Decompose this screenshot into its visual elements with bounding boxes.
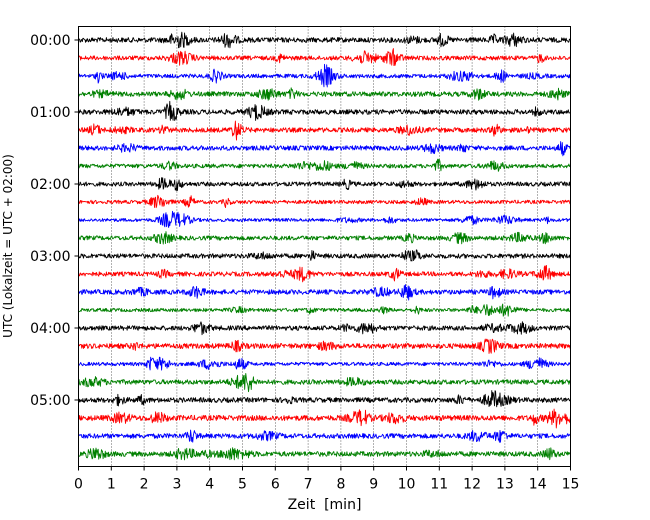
x-tick-label-0: 0 xyxy=(74,477,83,493)
y-tick-label-03:00: 03:00 xyxy=(30,249,70,265)
trace-00-15 xyxy=(78,48,571,67)
x-tick-label-6: 6 xyxy=(271,477,280,493)
plot-background xyxy=(78,26,571,467)
y-axis-title: UTC (Lokalzeit = UTC + 02:00) xyxy=(1,154,15,338)
x-tick-label-5: 5 xyxy=(238,477,247,493)
x-tick-label-11: 11 xyxy=(430,477,448,493)
y-tick-label-05:00: 05:00 xyxy=(30,393,70,409)
x-tick-label-3: 3 xyxy=(172,477,181,493)
x-axis: 0 1 2 3 4 5 6 7 8 9 10 11 12 13 14 15 xyxy=(74,466,580,493)
trace-03-00 xyxy=(78,249,571,262)
y-axis: 00:00 01:00 02:00 03:00 04:00 05:00 xyxy=(30,33,79,409)
trace-03-30 xyxy=(78,284,571,301)
x-axis-title: Zeit [min] xyxy=(288,497,362,513)
trace-01-30 xyxy=(78,141,571,157)
trace-03-45 xyxy=(78,303,571,317)
x-tick-label-1: 1 xyxy=(107,477,116,493)
trace-02-15 xyxy=(78,194,571,209)
y-tick-label-01:00: 01:00 xyxy=(30,105,70,121)
seismogram-traces xyxy=(78,31,571,461)
trace-05-30 xyxy=(78,429,571,443)
x-tick-label-15: 15 xyxy=(562,477,580,493)
trace-05-00 xyxy=(78,390,571,408)
x-tick-label-4: 4 xyxy=(205,477,214,493)
trace-02-30 xyxy=(78,210,571,228)
trace-00-45 xyxy=(78,87,571,101)
trace-02-45 xyxy=(78,231,571,245)
trace-01-15 xyxy=(78,120,571,141)
x-tick-label-7: 7 xyxy=(304,477,313,493)
trace-05-15 xyxy=(78,408,571,429)
y-tick-label-04:00: 04:00 xyxy=(30,321,70,337)
x-tick-label-14: 14 xyxy=(529,477,547,493)
y-tick-label-02:00: 02:00 xyxy=(30,177,70,193)
x-tick-label-10: 10 xyxy=(398,477,416,493)
x-tick-label-2: 2 xyxy=(140,477,149,493)
x-tick-label-13: 13 xyxy=(496,477,514,493)
trace-00-00 xyxy=(78,31,571,49)
trace-04-30 xyxy=(78,356,571,371)
trace-04-15 xyxy=(78,338,571,354)
x-tick-label-8: 8 xyxy=(336,477,345,493)
x-tick-label-12: 12 xyxy=(463,477,481,493)
trace-01-45 xyxy=(78,158,571,172)
y-tick-label-00:00: 00:00 xyxy=(30,33,70,49)
trace-04-00 xyxy=(78,321,571,336)
x-tick-label-9: 9 xyxy=(369,477,378,493)
trace-00-30 xyxy=(78,63,571,88)
trace-02-00 xyxy=(78,177,571,192)
vertical-grid xyxy=(111,26,539,467)
trace-05-45 xyxy=(78,447,571,461)
plot-frame xyxy=(78,26,571,467)
trace-04-45 xyxy=(78,372,571,393)
trace-01-00 xyxy=(78,100,571,121)
trace-03-15 xyxy=(78,265,571,283)
